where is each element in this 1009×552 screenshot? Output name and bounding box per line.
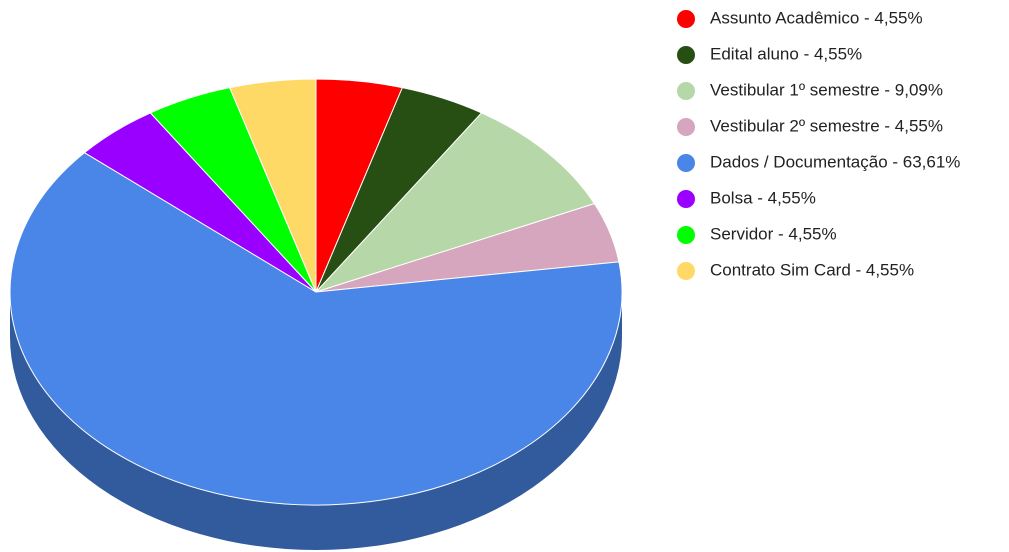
legend-label: Assunto Acadêmico - 4,55% [710, 8, 923, 27]
slice [229, 78, 317, 293]
legend-label: Edital aluno - 4,55% [710, 44, 862, 63]
legend-swatch [677, 82, 695, 100]
legend-label: Bolsa - 4,55% [710, 188, 816, 207]
legend-swatch [677, 154, 695, 172]
pie-sides [10, 292, 622, 550]
legend-swatch [677, 118, 695, 136]
legend-swatch [677, 226, 695, 244]
legend-label: Servidor - 4,55% [710, 224, 837, 243]
legend-swatch [677, 10, 695, 28]
legend-label: Vestibular 1º semestre - 9,09% [710, 80, 943, 99]
slice-side [10, 292, 622, 550]
legend-label: Contrato Sim Card - 4,55% [710, 260, 914, 279]
legend-label: Vestibular 2º semestre - 4,55% [710, 116, 943, 135]
slice [314, 112, 596, 294]
pie-top [9, 78, 623, 506]
legend-label: Dados / Documentação - 63,61% [710, 152, 960, 171]
legend-swatch [677, 262, 695, 280]
slice [9, 152, 623, 506]
legend-swatch [677, 190, 695, 208]
legend-swatch [677, 46, 695, 64]
